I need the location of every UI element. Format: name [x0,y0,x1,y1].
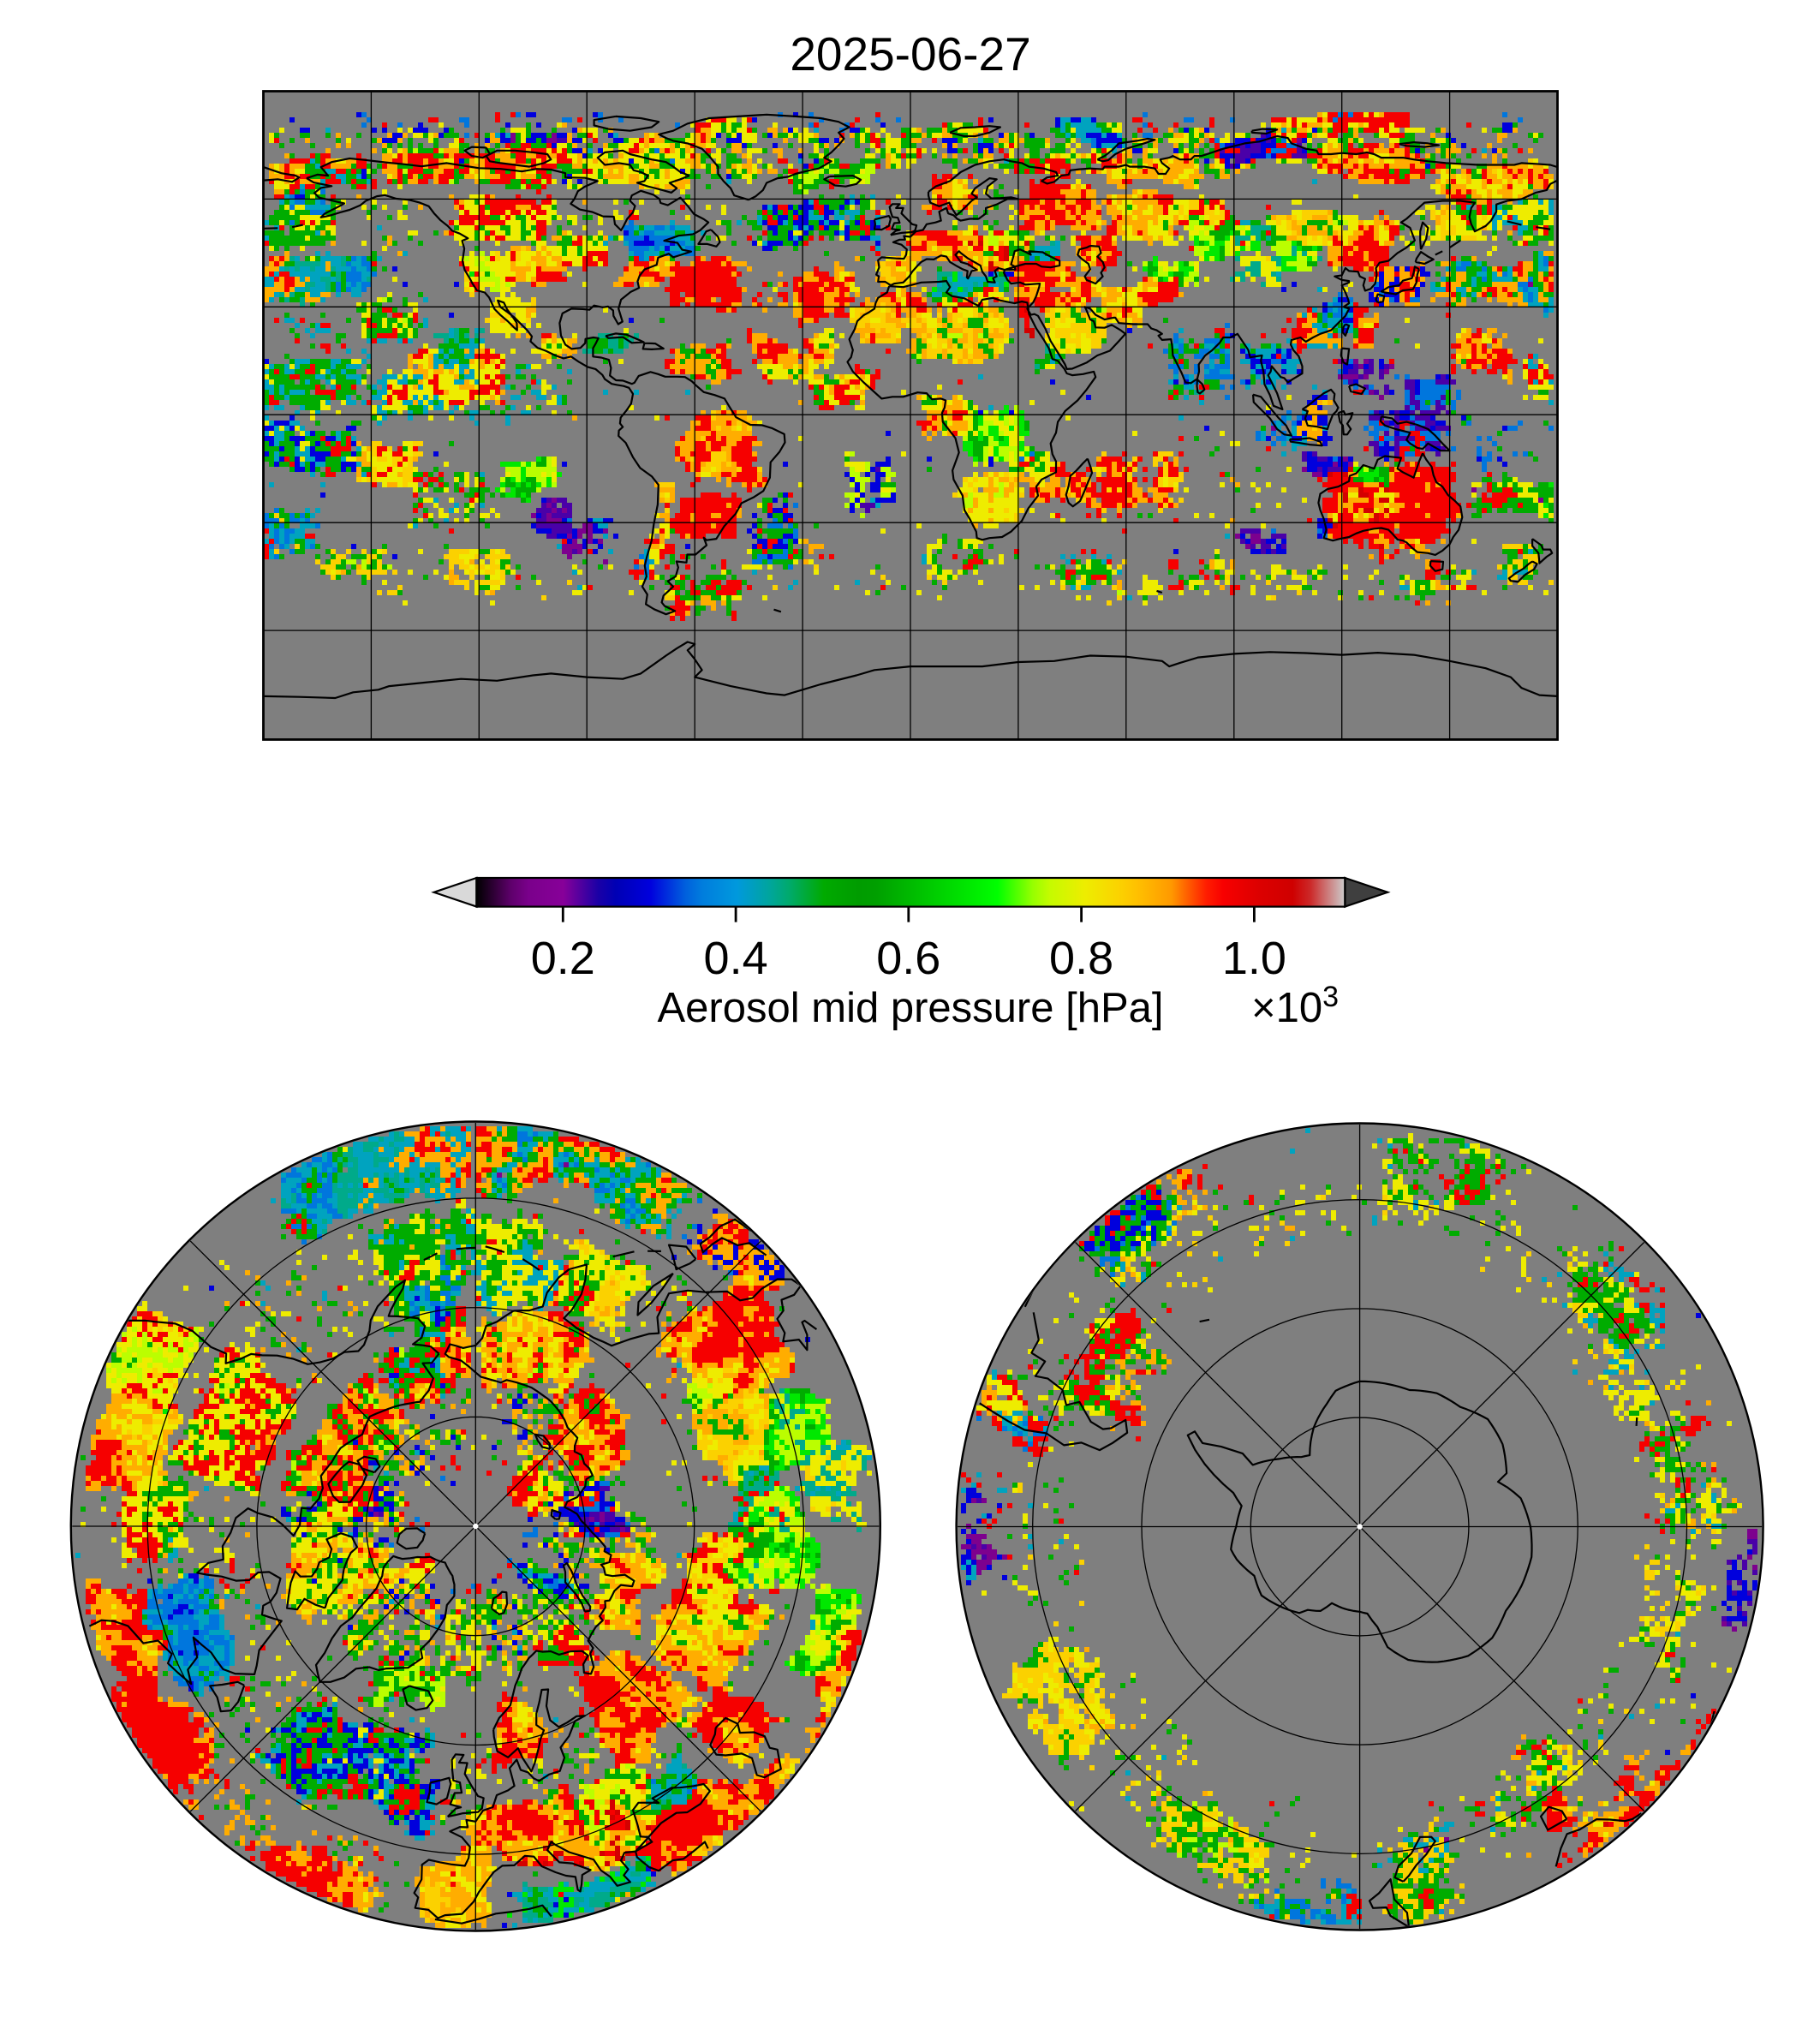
svg-text:Aerosol mid pressure [hPa]: Aerosol mid pressure [hPa] [658,985,1164,1031]
svg-text:0.2: 0.2 [531,933,595,984]
svg-text:0.6: 0.6 [876,933,940,984]
svg-text:0.4: 0.4 [704,933,768,984]
svg-text:1.0: 1.0 [1222,933,1286,984]
svg-text:0.8: 0.8 [1049,933,1113,984]
svg-text:2025-06-27: 2025-06-27 [790,27,1030,81]
svg-text:×103: ×103 [1251,981,1339,1031]
